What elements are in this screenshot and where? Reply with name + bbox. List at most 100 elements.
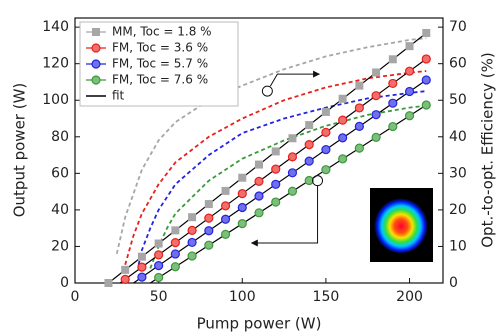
legend: MM, Toc = 1.8 % FM, Toc = 3.6 % FM, Toc = … [80, 22, 238, 106]
data-point [322, 166, 330, 174]
data-point [171, 226, 179, 234]
data-point [205, 241, 213, 249]
data-point [288, 187, 296, 195]
data-point [171, 263, 179, 271]
data-point [406, 112, 414, 120]
data-point [155, 274, 163, 282]
y-tick-label: 100 [42, 92, 69, 108]
data-point [138, 263, 146, 271]
data-point [339, 134, 347, 142]
data-point [406, 67, 414, 75]
x-tick-label: 0 [71, 289, 80, 305]
beam-inset [370, 188, 433, 262]
data-point [255, 177, 263, 185]
legend-label: FM, Toc = 7.6 % [112, 73, 208, 87]
y2-tick-label: 40 [449, 129, 467, 145]
data-point [422, 29, 430, 37]
data-point [372, 133, 380, 141]
data-point [272, 198, 280, 206]
data-point [305, 141, 313, 149]
y-tick-label: 0 [60, 275, 69, 291]
data-point [389, 55, 397, 63]
data-point [155, 240, 163, 248]
data-point [355, 82, 363, 90]
legend-label: FM, Toc = 5.7 % [112, 57, 208, 71]
data-point [104, 279, 112, 287]
data-point [188, 238, 196, 246]
y2-tick-label: 20 [449, 202, 467, 218]
data-point [188, 252, 196, 260]
data-point [322, 128, 330, 136]
chart: Pump power (W) Output power (W) Opt.-to-… [0, 0, 500, 334]
data-point [272, 147, 280, 155]
legend-label: MM, Toc = 1.8 % [112, 25, 212, 39]
data-point [305, 121, 313, 129]
data-point [305, 157, 313, 165]
annotation-circle [262, 86, 272, 96]
y-tick-label: 140 [42, 19, 69, 35]
data-point [422, 76, 430, 84]
data-point [121, 266, 129, 274]
page: Pump power (W) Output power (W) Opt.-to-… [0, 0, 500, 334]
data-point [238, 220, 246, 228]
x-tick-label: 100 [229, 289, 256, 305]
data-point [355, 104, 363, 112]
y2-axis-label: Opt.-to-opt. Efficiency (%) [479, 52, 497, 248]
data-point [355, 122, 363, 130]
legend-marker [92, 28, 100, 36]
legend-marker [92, 60, 100, 68]
legend-marker [92, 44, 100, 52]
data-point [372, 68, 380, 76]
data-point [238, 174, 246, 182]
data-point [339, 95, 347, 103]
data-point [238, 204, 246, 212]
data-point [422, 55, 430, 63]
y-tick-label: 40 [51, 202, 69, 218]
data-point [188, 213, 196, 221]
data-point [355, 144, 363, 152]
x-tick-label: 50 [150, 289, 168, 305]
data-point [305, 176, 313, 184]
data-point [188, 226, 196, 234]
data-point [205, 227, 213, 235]
data-point [205, 200, 213, 208]
data-point [155, 262, 163, 270]
data-point [422, 101, 430, 109]
data-point [138, 253, 146, 261]
data-point [255, 209, 263, 217]
y2-tick-label: 70 [449, 19, 467, 35]
data-point [255, 161, 263, 169]
annotation-arrow [270, 74, 319, 86]
data-point [222, 187, 230, 195]
y-tick-label: 60 [51, 165, 69, 181]
data-point [339, 116, 347, 124]
x-tick-label: 150 [313, 289, 340, 305]
y2-tick-label: 10 [449, 238, 467, 254]
data-point [255, 192, 263, 200]
data-point [155, 251, 163, 259]
data-point [322, 146, 330, 154]
data-point [322, 108, 330, 116]
data-point [288, 169, 296, 177]
legend-label: FM, Toc = 3.6 % [112, 41, 208, 55]
data-point [389, 99, 397, 107]
data-point [222, 215, 230, 223]
data-point [372, 111, 380, 119]
data-point [389, 123, 397, 131]
data-point [222, 230, 230, 238]
data-point [288, 153, 296, 161]
data-point [138, 273, 146, 281]
data-point [272, 180, 280, 188]
data-point [238, 190, 246, 198]
data-point [205, 214, 213, 222]
annotation-circle [313, 176, 323, 186]
y2-tick-label: 30 [449, 165, 467, 181]
y-axis-label: Output power (W) [11, 83, 29, 218]
data-point [288, 134, 296, 142]
y-tick-label: 80 [51, 129, 69, 145]
data-point [389, 79, 397, 87]
beam-profile [374, 197, 428, 253]
y-tick-label: 120 [42, 56, 69, 72]
y-tick-label: 20 [51, 238, 69, 254]
legend-marker [92, 76, 100, 84]
